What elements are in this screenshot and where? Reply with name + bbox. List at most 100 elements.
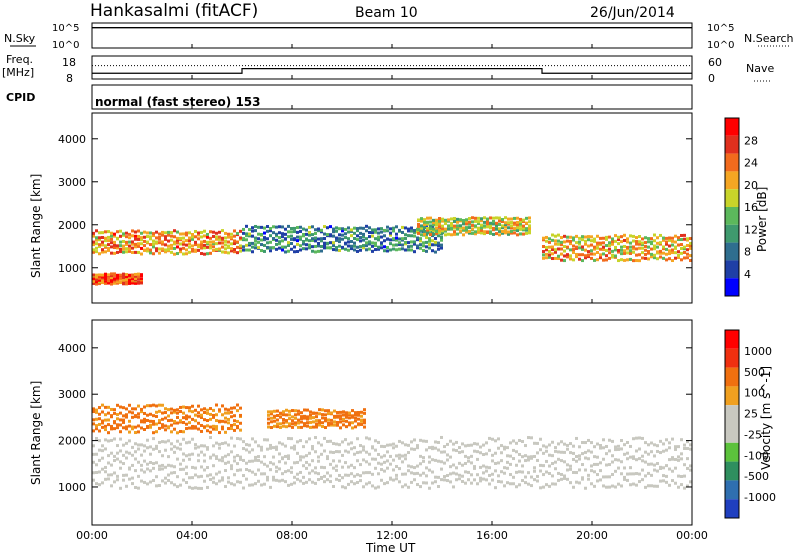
velocity-cell: [158, 403, 161, 407]
power-cell: [302, 233, 305, 237]
x-tick-label: 12:00: [376, 529, 408, 542]
power-cell: [522, 232, 525, 236]
power-cell: [125, 242, 128, 246]
velocity-cell: [668, 458, 671, 462]
power-cell: [554, 250, 557, 254]
power-cell: [593, 239, 596, 243]
power-cell: [395, 243, 398, 247]
velocity-cell: [527, 455, 530, 459]
velocity-cell: [191, 404, 194, 408]
power-cell: [398, 242, 401, 246]
velocity-cell: [315, 411, 318, 415]
velocity-cell: [362, 458, 365, 462]
velocity-cell: [110, 473, 113, 477]
velocity-cell: [98, 417, 101, 421]
velocity-cell: [464, 470, 467, 474]
velocity-cell: [270, 426, 273, 430]
velocity-cell: [575, 459, 578, 463]
power-cell: [110, 237, 113, 241]
velocity-cell: [632, 437, 635, 441]
velocity-cell: [527, 436, 530, 440]
power-cell: [417, 223, 420, 227]
velocity-cell: [428, 460, 431, 464]
velocity-cell: [315, 425, 318, 429]
velocity-cell: [185, 427, 188, 431]
velocity-cell: [203, 425, 206, 429]
velocity-cell: [101, 449, 104, 453]
velocity-cell: [329, 474, 332, 478]
power-cell: [447, 232, 450, 236]
power-cell: [602, 245, 605, 249]
power-cell: [209, 236, 212, 240]
power-cell: [510, 229, 513, 233]
xaxis-label: Time UT: [365, 541, 416, 554]
power-cell: [122, 282, 125, 286]
velocity-cell: [158, 467, 161, 471]
power-cell: [680, 233, 683, 237]
power-cell: [611, 253, 614, 257]
velocity-cell: [342, 423, 345, 427]
velocity-cell: [330, 411, 333, 415]
power-cell: [152, 234, 155, 238]
velocity-colorbar-step: [725, 405, 739, 424]
power-cell: [383, 249, 386, 253]
velocity-cell: [506, 454, 509, 458]
velocity-cell: [140, 443, 143, 447]
power-cell: [602, 248, 605, 252]
velocity-cell: [284, 444, 287, 448]
power-cell: [161, 233, 164, 237]
velocity-cell: [434, 475, 437, 479]
velocity-cell: [146, 418, 149, 422]
velocity-cell: [131, 445, 134, 449]
velocity-cell: [125, 425, 128, 429]
power-cell: [128, 232, 131, 236]
velocity-cell: [164, 428, 167, 432]
velocity-cell: [563, 442, 566, 446]
velocity-cell: [306, 421, 309, 425]
power-cell: [119, 240, 122, 244]
power-cell: [425, 249, 428, 253]
power-cell: [480, 219, 483, 223]
velocity-cell: [422, 481, 425, 485]
velocity-cell: [365, 471, 368, 475]
velocity-cell: [176, 411, 179, 415]
velocity-cell: [359, 444, 362, 448]
velocity-cell: [293, 475, 296, 479]
power-cell: [323, 241, 326, 245]
power-cell: [459, 218, 462, 222]
velocity-cell: [290, 446, 293, 450]
velocity-cell: [146, 467, 149, 471]
velocity-cell: [282, 418, 285, 422]
velocity-cell: [599, 444, 602, 448]
power-cell: [227, 244, 230, 248]
power-cell: [353, 226, 356, 230]
power-cell: [245, 224, 248, 228]
power-cell: [335, 248, 338, 252]
velocity-cell: [389, 454, 392, 458]
velocity-cell: [239, 421, 242, 425]
power-cell: [95, 238, 98, 242]
velocity-cell: [680, 438, 683, 442]
power-cell: [656, 245, 659, 249]
velocity-cell: [339, 410, 342, 414]
velocity-cell: [227, 411, 230, 415]
velocity-cell: [209, 417, 212, 421]
velocity-cell: [446, 474, 449, 478]
velocity-cell: [257, 458, 260, 462]
velocity-cell: [338, 478, 341, 482]
power-cell: [212, 245, 215, 249]
velocity-cell: [470, 454, 473, 458]
velocity-cell: [572, 485, 575, 489]
velocity-cell: [152, 437, 155, 441]
power-cell: [498, 229, 501, 233]
velocity-cell: [297, 409, 300, 413]
power-cell: [242, 248, 245, 252]
velocity-cell: [419, 462, 422, 466]
velocity-cell: [458, 477, 461, 481]
velocity-cell: [488, 482, 491, 486]
velocity-cell: [416, 446, 419, 450]
velocity-cell: [348, 413, 351, 417]
velocity-cell: [557, 442, 560, 446]
velocity-cell: [557, 450, 560, 454]
station-title: Hankasalmi (fitACF): [90, 1, 258, 21]
